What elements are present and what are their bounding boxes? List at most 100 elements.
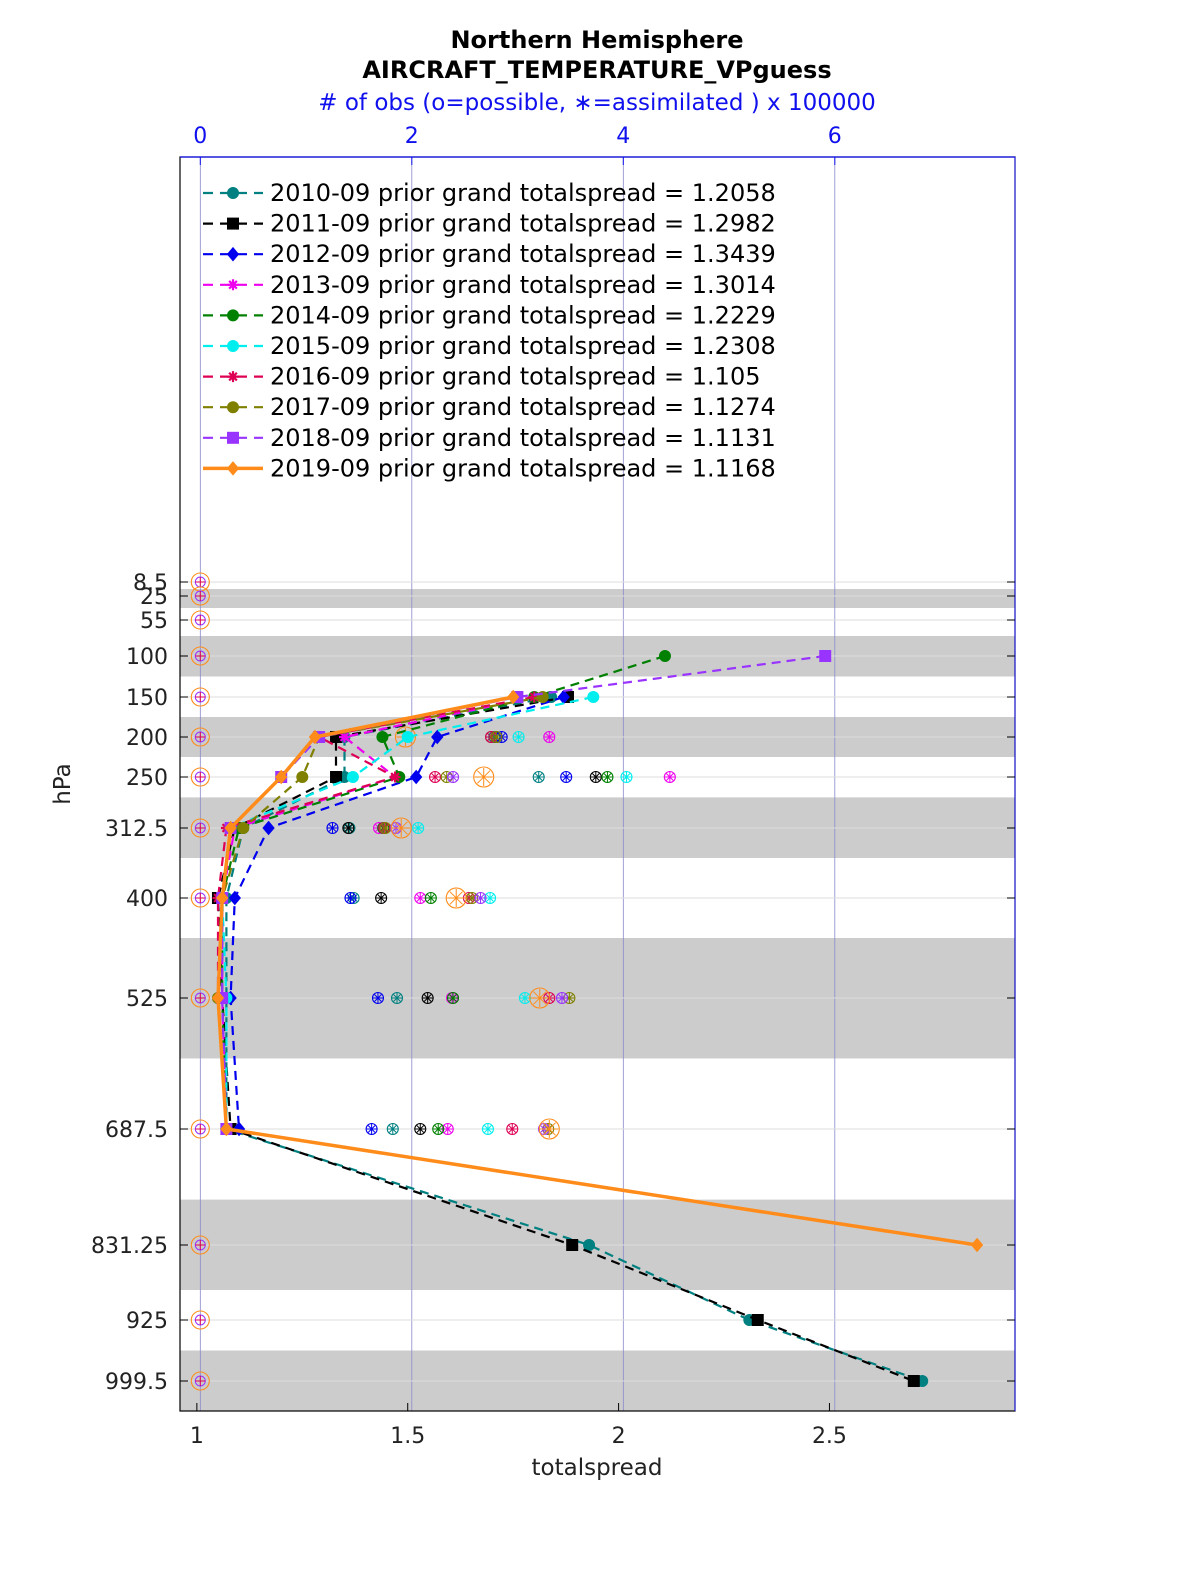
obs-count-marker — [663, 770, 676, 784]
obs-count-marker — [379, 821, 392, 835]
obs-count-marker — [589, 770, 602, 784]
zero-obs-marker — [190, 1371, 210, 1391]
obs-count-marker — [429, 770, 442, 784]
zero-obs-marker — [190, 727, 210, 747]
legend: 2010-09 prior grand totalspread = 1.2058… — [203, 179, 776, 482]
data-point-star — [227, 279, 239, 291]
obs-count-marker — [390, 991, 404, 1005]
zero-obs-marker — [190, 1235, 210, 1255]
obs-count-marker — [601, 770, 614, 784]
legend-entry: 2010-09 prior grand totalspread = 1.2058 — [270, 179, 776, 207]
data-point-square — [819, 650, 832, 662]
data-point-diamond — [410, 769, 423, 785]
data-point-diamond — [262, 820, 275, 836]
obs-count-marker — [326, 821, 339, 835]
obs-count-marker — [518, 991, 532, 1005]
obs-count-marker — [529, 987, 551, 1009]
data-point-pentagon — [346, 771, 359, 783]
zero-obs-marker — [190, 888, 210, 908]
data-point-diamond — [226, 461, 240, 476]
data-point-asterisk — [227, 371, 239, 383]
chart-subtitle: AIRCRAFT_TEMPERATURE_VPguess — [362, 56, 831, 84]
y-tick-label: 687.5 — [105, 1118, 168, 1143]
data-point-pentagon — [401, 731, 414, 743]
obs-count-marker — [371, 991, 385, 1005]
legend-entry: 2016-09 prior grand totalspread = 1.105 — [270, 363, 760, 391]
obs-count-marker — [414, 1122, 427, 1136]
y-axis-label: hPa — [50, 763, 76, 805]
data-point-diamond — [228, 890, 241, 906]
data-point-asterisk — [528, 691, 540, 703]
y-tick-label: 400 — [126, 887, 168, 912]
obs-count-marker — [342, 821, 355, 835]
data-point-circle — [296, 771, 309, 783]
obs-count-marker — [555, 991, 569, 1005]
data-point-circle — [583, 1239, 596, 1251]
data-point-square — [330, 771, 343, 783]
obs-count-marker — [445, 887, 467, 909]
grid-lines — [180, 157, 1015, 1411]
y-tick-label: 999.5 — [105, 1370, 168, 1395]
data-point-diamond — [211, 990, 225, 1006]
legend-entry: 2017-09 prior grand totalspread = 1.1274 — [270, 393, 776, 421]
y-tick-label: 25 — [140, 585, 168, 610]
y-tick-label: 55 — [140, 609, 168, 634]
y-tick-label: 925 — [126, 1309, 168, 1334]
top-tick-label: 0 — [193, 124, 207, 149]
obs-count-marker — [543, 730, 556, 744]
obs-count-marker — [506, 1122, 519, 1136]
y-tick-label: 250 — [126, 766, 168, 791]
obs-count-marker — [390, 817, 412, 839]
top-axis-label: # of obs (o=possible, ∗=assimilated ) x … — [318, 90, 876, 116]
obs-count-marker — [538, 1118, 560, 1140]
obs-count-marker — [344, 891, 357, 905]
data-point-hexagon — [376, 731, 389, 743]
data-point-square — [566, 1239, 579, 1251]
data-point-pentagon — [227, 340, 239, 352]
data-point-hexagon — [658, 650, 671, 662]
y-tick-label: 8.5 — [133, 571, 168, 596]
top-tick-label: 6 — [828, 124, 842, 149]
zero-obs-marker — [190, 610, 210, 630]
legend-entry: 2014-09 prior grand totalspread = 1.2229 — [270, 301, 776, 329]
obs-count-marker — [432, 1122, 445, 1136]
x-tick-label: 2 — [612, 1424, 626, 1449]
data-point-circle — [227, 401, 239, 414]
zero-obs-marker — [190, 586, 210, 606]
data-point-diamond — [220, 1121, 233, 1137]
y-tick-label: 312.5 — [105, 817, 168, 842]
obs-count-marker — [412, 821, 425, 835]
data-point-square — [907, 1375, 920, 1387]
data-point-square — [227, 431, 239, 444]
obs-count-marker — [490, 730, 503, 744]
zero-obs-marker — [190, 687, 210, 707]
obs-count-marker — [414, 891, 427, 905]
obs-count-marker — [481, 1122, 494, 1136]
data-point-square — [227, 217, 239, 230]
legend-entry: 2013-09 prior grand totalspread = 1.3014 — [270, 271, 776, 299]
data-point-diamond — [970, 1237, 984, 1253]
data-point-diamond — [431, 729, 444, 745]
x-axis-label: totalspread — [532, 1455, 663, 1481]
obs-count-marker — [421, 991, 434, 1005]
x-tick-label: 1 — [190, 1424, 204, 1449]
obs-count-marker — [532, 770, 545, 784]
legend-entry: 2012-09 prior grand totalspread = 1.3439 — [270, 240, 776, 268]
observation-count-markers — [190, 572, 676, 1391]
zero-obs-marker — [190, 1119, 210, 1139]
legend-entry: 2019-09 prior grand totalspread = 1.1168 — [270, 454, 776, 482]
data-point-circle — [237, 822, 250, 834]
data-point-diamond — [308, 729, 322, 745]
obs-count-marker — [474, 891, 487, 905]
series-line-2014-09 — [221, 654, 666, 1130]
zero-obs-marker — [190, 1310, 210, 1330]
legend-entry: 2011-09 prior grand totalspread = 1.2982 — [270, 210, 776, 238]
obs-count-marker — [365, 1122, 378, 1136]
series-line-2019-09 — [216, 695, 978, 1247]
y-tick-label: 150 — [126, 686, 168, 711]
obs-count-marker — [424, 891, 437, 905]
data-point-square — [751, 1314, 764, 1326]
series-lines — [211, 650, 984, 1387]
